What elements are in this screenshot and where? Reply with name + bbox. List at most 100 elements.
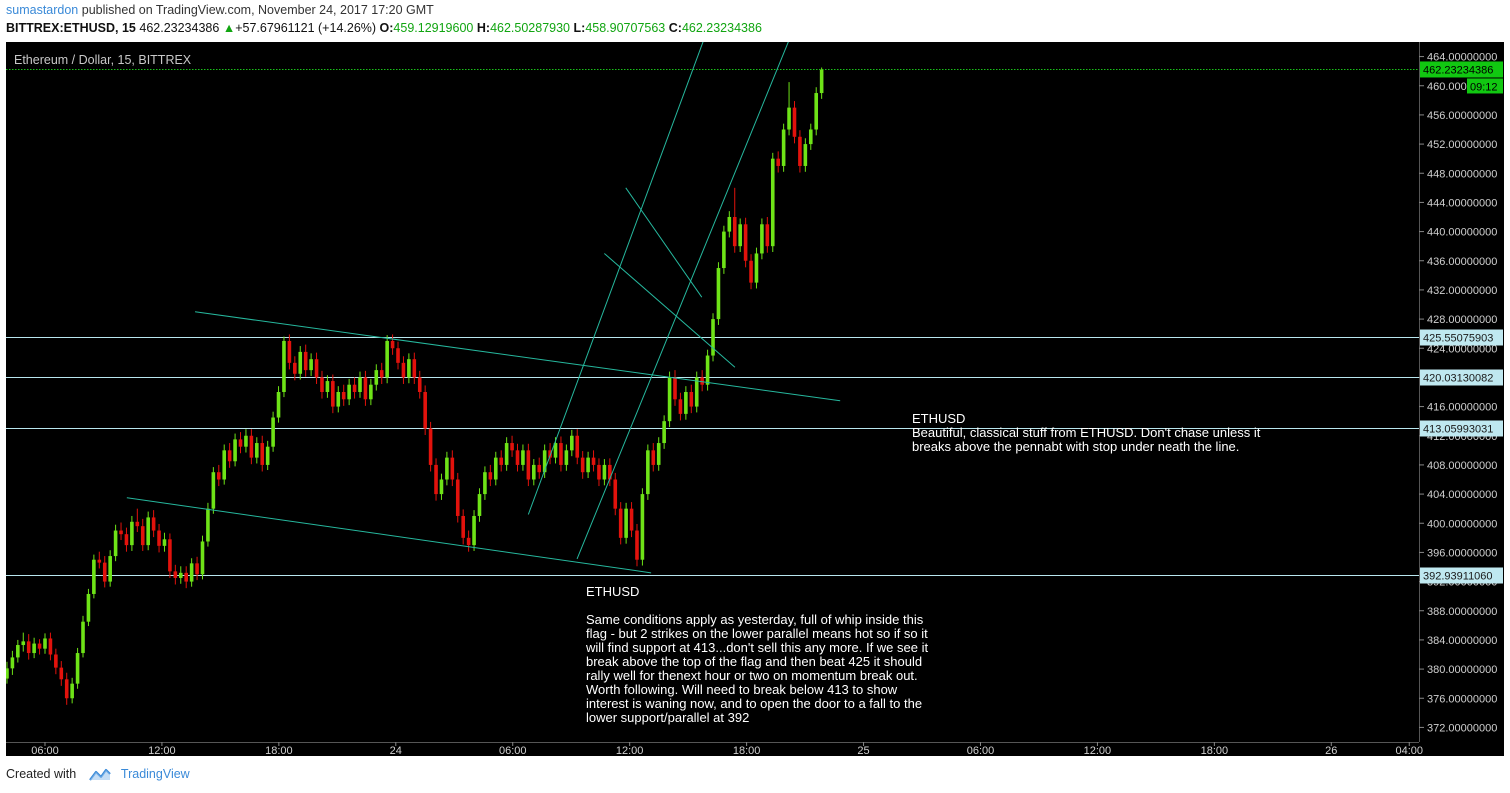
candle-body xyxy=(216,472,221,480)
candle-body xyxy=(656,443,661,465)
y-tick-label: 416.00000000 xyxy=(1427,402,1497,414)
annotation-lower-line: Worth following. Will need to break belo… xyxy=(586,682,898,697)
x-tick-label: 24 xyxy=(390,745,402,756)
candle-body xyxy=(510,443,514,451)
x-tick-label: 06:00 xyxy=(499,745,527,756)
candle-body xyxy=(390,340,395,349)
candle-body xyxy=(379,370,384,378)
candle-body xyxy=(227,450,232,462)
level-badge xyxy=(1420,567,1503,584)
candle-body xyxy=(81,621,85,654)
x-tick-label: 12:00 xyxy=(616,745,644,756)
candle-body xyxy=(629,508,634,531)
x-tick-label: 04:00 xyxy=(1395,745,1423,756)
candle-body xyxy=(358,377,362,392)
candle-body xyxy=(575,435,580,458)
candle-body xyxy=(255,443,259,458)
close-label: C: xyxy=(668,21,682,35)
candle-body xyxy=(711,319,715,356)
candle-body xyxy=(716,268,721,320)
candle-body xyxy=(249,435,254,458)
candle-body xyxy=(407,359,411,378)
annotation-lower-line: lower support/parallel at 392 xyxy=(586,710,749,725)
x-tick-label: 18:00 xyxy=(733,745,761,756)
y-tick-label: 376.00000000 xyxy=(1427,693,1497,705)
candle-body xyxy=(559,443,563,465)
candle-body xyxy=(651,450,656,465)
candle-body xyxy=(265,446,270,465)
tradingview-link[interactable]: TradingView xyxy=(120,767,190,781)
candle-body xyxy=(727,217,732,232)
candle-body xyxy=(618,508,623,538)
last-price-badge-label: 462.23234386 xyxy=(1423,64,1493,76)
candle-body xyxy=(10,657,15,669)
candle-body xyxy=(662,421,666,444)
y-tick-label: 440.00000000 xyxy=(1427,227,1497,239)
candle-body xyxy=(396,348,400,363)
candle-body xyxy=(64,679,69,699)
high-label: H: xyxy=(476,21,491,35)
y-tick-label: 456.00000000 xyxy=(1427,110,1497,122)
candle-body xyxy=(135,521,140,527)
candle-body xyxy=(157,530,161,546)
candle-body xyxy=(168,539,172,572)
candle-body xyxy=(412,359,417,378)
candlestick-chart[interactable]: Ethereum / Dollar, 15, BITTREX 372.00000… xyxy=(6,42,1504,756)
candle-body xyxy=(385,340,389,378)
low-value: 458.90707563 xyxy=(585,21,666,35)
candle-body xyxy=(21,641,26,646)
candle-body xyxy=(542,450,547,473)
trend-line xyxy=(126,497,652,574)
candle-body xyxy=(374,370,379,385)
candle-body xyxy=(781,129,786,166)
last-price-badge xyxy=(1420,61,1503,78)
annotation-lower-title: ETHUSD xyxy=(586,584,639,599)
candle-body xyxy=(635,530,639,560)
candle-body xyxy=(341,392,346,400)
level-badge-label: 420.03130082 xyxy=(1423,373,1493,385)
trend-line xyxy=(527,42,704,515)
y-tick-label: 428.00000000 xyxy=(1427,314,1497,326)
countdown-badge xyxy=(1467,78,1503,94)
annotation-lower-line: Same conditions apply as yesterday, full… xyxy=(586,612,924,627)
candle-body xyxy=(238,439,243,447)
candle-body xyxy=(271,417,275,447)
candle-body xyxy=(732,217,737,247)
candle-body xyxy=(48,638,53,655)
y-tick-label: 444.00000000 xyxy=(1427,197,1497,209)
candle-body xyxy=(602,464,607,480)
candle-body xyxy=(336,392,341,407)
candle-body xyxy=(483,472,487,495)
candle-body xyxy=(282,340,286,392)
candle-body xyxy=(667,377,672,422)
candle-body xyxy=(591,457,596,465)
annotation-lower-line: break above the top of the flag and then… xyxy=(586,654,922,669)
candle-body xyxy=(331,381,335,407)
open-label: O: xyxy=(379,21,394,35)
candle-body xyxy=(765,224,770,247)
author-link[interactable]: sumastardon xyxy=(6,3,79,17)
candle-body xyxy=(26,641,31,654)
candle-body xyxy=(803,144,808,166)
candle-body xyxy=(646,450,650,495)
chart-frame[interactable]: Ethereum / Dollar, 15, BITTREX 372.00000… xyxy=(6,42,1504,756)
candle-body xyxy=(222,450,227,480)
candle-body xyxy=(298,351,303,374)
candle-body xyxy=(488,472,493,480)
y-tick-label: 408.00000000 xyxy=(1427,460,1497,472)
trend-line xyxy=(194,311,841,402)
candle-body xyxy=(640,494,645,560)
candle-body xyxy=(211,472,216,509)
candle-body xyxy=(293,362,297,374)
quote-line: BITTREX:ETHUSD, 15 462.23234386 ▲+57.679… xyxy=(6,21,762,35)
candle-body xyxy=(754,253,759,283)
candle-body xyxy=(206,508,210,542)
candle-body xyxy=(54,654,58,668)
candle-body xyxy=(428,428,433,465)
y-tick-label: 464.00000000 xyxy=(1427,52,1497,64)
change-value: +57.67961121 (+14.26%) xyxy=(235,21,377,35)
candle-body xyxy=(705,355,710,385)
candle-body xyxy=(521,450,525,465)
candle-body xyxy=(423,392,427,429)
candle-body xyxy=(173,571,178,578)
